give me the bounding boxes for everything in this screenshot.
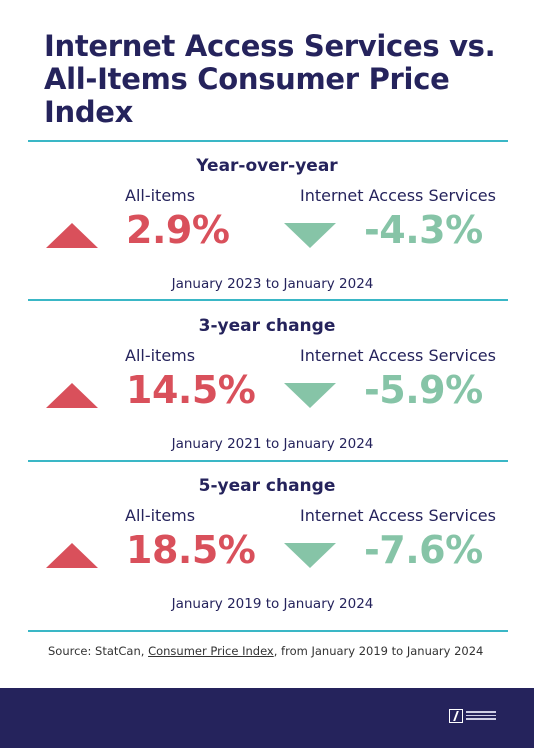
divider-rule [28, 630, 508, 632]
divider-rule [28, 460, 508, 462]
year-over-year-section: Year-over-year All-items Internet Access… [0, 142, 534, 302]
arrow-up-icon [46, 223, 98, 248]
period-range: January 2021 to January 2024 [171, 436, 374, 452]
source-note: Source: StatCan, Consumer Price Index, f… [48, 642, 488, 661]
all-items-label: All-items [125, 346, 196, 365]
all-items-change-value: 2.9% [126, 208, 230, 252]
period-range: January 2023 to January 2024 [171, 276, 374, 292]
internet-access-change-value: -7.6% [364, 528, 483, 572]
internet-access-label: Internet Access Services [300, 186, 496, 205]
arrow-up-icon [46, 543, 98, 568]
three-year-section: 3-year change All-items Internet Access … [0, 302, 534, 462]
period-range: January 2019 to January 2024 [171, 596, 374, 612]
arrow-down-icon [284, 223, 336, 248]
all-items-label: All-items [125, 186, 196, 205]
section-heading: 3-year change [198, 316, 336, 336]
all-items-label: All-items [125, 506, 196, 525]
internet-access-change-value: -4.3% [364, 208, 483, 252]
source-prefix: Source: StatCan, [48, 644, 149, 658]
footer-bar [0, 688, 534, 748]
internet-access-label: Internet Access Services [300, 346, 496, 365]
divider-rule [28, 140, 508, 142]
organization-logo-icon [449, 709, 497, 725]
consumer-price-index-link[interactable]: Consumer Price Index [148, 644, 274, 658]
five-year-section: 5-year change All-items Internet Access … [0, 462, 534, 622]
page-title: Internet Access Services vs. All-Items C… [44, 29, 496, 129]
all-items-change-value: 14.5% [126, 368, 256, 412]
internet-access-change-value: -5.9% [364, 368, 483, 412]
arrow-up-icon [46, 383, 98, 408]
internet-access-label: Internet Access Services [300, 506, 496, 525]
arrow-down-icon [284, 543, 336, 568]
divider-rule [28, 299, 508, 301]
source-suffix: , from January 2019 to January 2024 [273, 644, 484, 658]
section-heading: 5-year change [198, 476, 336, 496]
arrow-down-icon [284, 383, 336, 408]
section-heading: Year-over-year [196, 156, 338, 176]
all-items-change-value: 18.5% [126, 528, 256, 572]
